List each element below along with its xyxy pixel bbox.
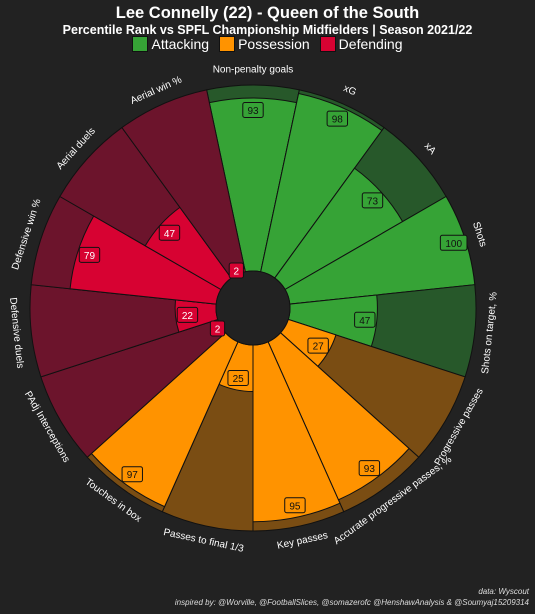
category-label-shots-on-target: Shots on target, % bbox=[480, 291, 500, 374]
value-label-box bbox=[361, 192, 384, 209]
value-label-box bbox=[176, 306, 199, 323]
value-label-text: 98 bbox=[332, 115, 344, 126]
value-label-text: 79 bbox=[84, 251, 96, 262]
value-label-touches-in-box: 97 bbox=[121, 466, 143, 483]
legend-swatch bbox=[219, 36, 236, 52]
value-label-box bbox=[78, 246, 101, 263]
value-label-defensive-duels: 22 bbox=[176, 306, 199, 323]
category-label-passes-to-final-1-3: Passes to final 1/3 bbox=[162, 527, 245, 555]
value-label-box bbox=[358, 460, 381, 477]
category-label-defensive-duels: Defensive duels bbox=[7, 297, 25, 369]
value-label-accurate-progressive-passes: 93 bbox=[358, 460, 381, 477]
legend-swatch bbox=[319, 36, 336, 52]
value-label-box bbox=[121, 466, 143, 483]
value-label-passes-to-final-1-3: 25 bbox=[227, 369, 249, 386]
value-label-defensive-win: 79 bbox=[78, 246, 101, 263]
credit-data: data: Wyscout bbox=[478, 587, 529, 596]
legend-item-attacking: Attacking bbox=[132, 36, 209, 52]
value-label-text: 47 bbox=[359, 316, 371, 327]
value-label-box bbox=[307, 337, 329, 354]
value-label-text: 97 bbox=[127, 470, 139, 481]
value-label-box bbox=[326, 110, 349, 127]
value-label-progressive-passes: 27 bbox=[307, 337, 329, 354]
category-label-xa: xA bbox=[422, 141, 438, 157]
value-label-text: 93 bbox=[247, 106, 259, 117]
value-label-aerial-duels: 47 bbox=[158, 224, 181, 241]
legend-label: Attacking bbox=[151, 36, 210, 52]
legend-label: Possession bbox=[238, 36, 310, 52]
value-label-key-passes: 95 bbox=[284, 497, 306, 514]
value-label-text: 95 bbox=[289, 501, 301, 512]
center-hole bbox=[215, 270, 291, 346]
category-label-xg: xG bbox=[342, 83, 358, 98]
value-label-text: 93 bbox=[364, 464, 376, 475]
category-label-key-passes: Key passes bbox=[276, 530, 329, 552]
value-label-shots: 100 bbox=[439, 234, 468, 251]
chart-subtitle: Percentile Rank vs SPFL Championship Mid… bbox=[62, 23, 473, 37]
legend-item-possession: Possession bbox=[219, 36, 310, 52]
value-label-box bbox=[227, 369, 249, 386]
value-label-text: 2 bbox=[234, 267, 240, 278]
value-label-text: 73 bbox=[367, 196, 379, 207]
value-label-box bbox=[209, 320, 226, 337]
value-label-xa: 73 bbox=[361, 192, 384, 209]
value-label-aerial-win: 2 bbox=[228, 262, 244, 279]
value-label-non-penalty-goals: 93 bbox=[242, 102, 264, 119]
value-label-box bbox=[284, 497, 306, 514]
legend: Attacking Possession Defending bbox=[0, 36, 535, 52]
value-label-text: 47 bbox=[164, 229, 176, 240]
legend-swatch bbox=[132, 36, 149, 52]
category-label-non-penalty-goals: Non-penalty goals bbox=[213, 65, 294, 76]
value-label-box bbox=[158, 224, 181, 241]
legend-label: Defending bbox=[338, 36, 403, 52]
value-label-text: 25 bbox=[233, 374, 245, 385]
value-label-text: 100 bbox=[445, 239, 462, 250]
value-label-text: 27 bbox=[313, 342, 325, 353]
value-label-text: 2 bbox=[215, 325, 221, 336]
value-label-padj-interceptions: 2 bbox=[209, 320, 226, 337]
chart-title: Lee Connelly (22) - Queen of the South bbox=[115, 4, 420, 22]
value-label-text: 22 bbox=[182, 311, 194, 322]
category-label-shots: Shots bbox=[470, 221, 488, 249]
legend-item-defending: Defending bbox=[319, 36, 403, 52]
credit-inspired: inspired by: @Worville, @FootballSlices,… bbox=[174, 598, 529, 607]
value-label-box bbox=[228, 262, 244, 279]
value-label-box bbox=[354, 311, 376, 328]
value-label-box bbox=[242, 102, 264, 119]
value-label-xg: 98 bbox=[326, 110, 349, 127]
value-label-box bbox=[439, 234, 468, 251]
value-label-shots-on-target: 47 bbox=[354, 311, 376, 328]
